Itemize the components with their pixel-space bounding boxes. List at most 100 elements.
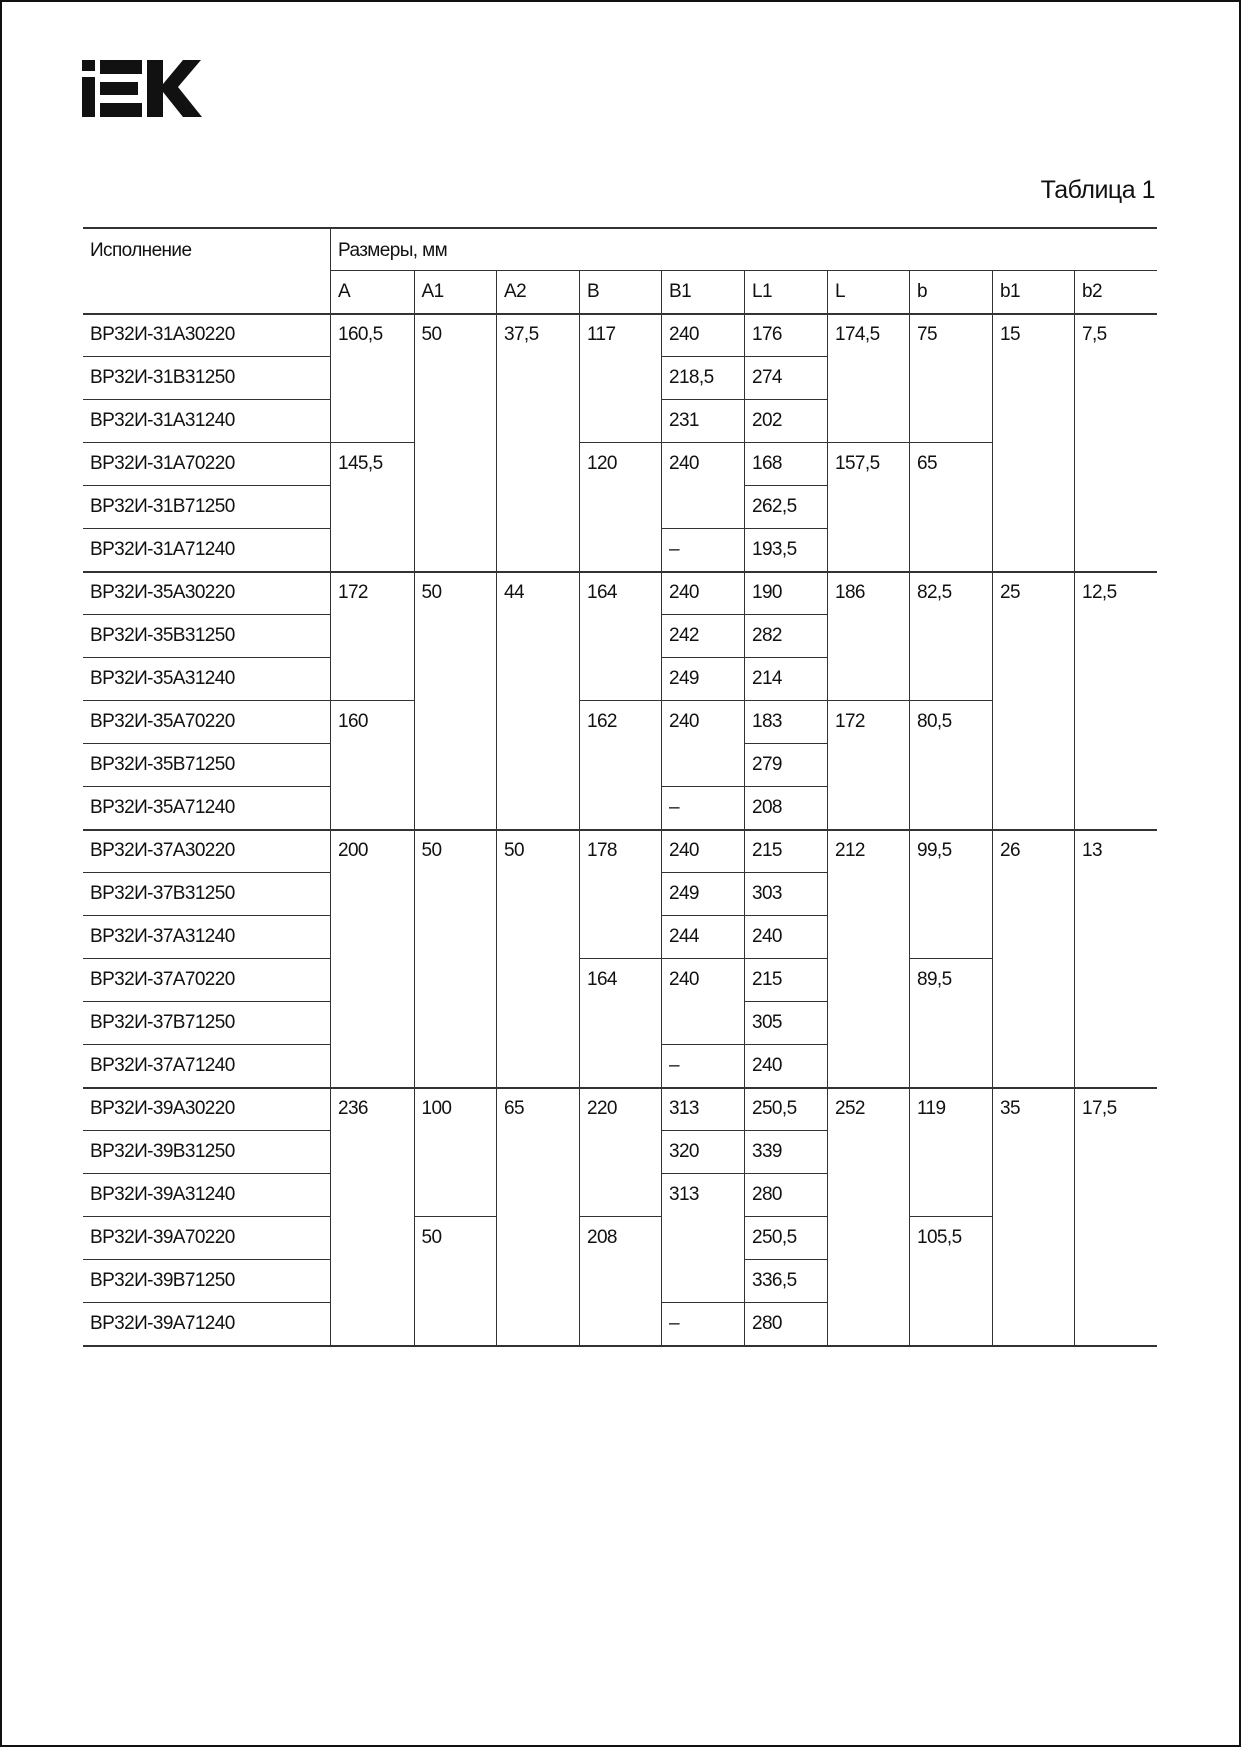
value-cell-B1: –	[661, 1045, 744, 1088]
value-cell-b: 75	[909, 314, 992, 443]
value-cell-L1: 280	[744, 1303, 827, 1346]
value-cell-L: 157,5	[827, 443, 909, 572]
value-cell-L1: 214	[744, 658, 827, 701]
value-cell-b1: 15	[992, 314, 1074, 572]
header-dimensions: Размеры, мм	[330, 228, 1157, 271]
value-cell-b: 80,5	[909, 701, 992, 830]
value-cell-B: 120	[579, 443, 661, 572]
value-cell-A2: 50	[496, 830, 579, 1088]
value-cell-B: 117	[579, 314, 661, 443]
header-col-B: B	[579, 271, 661, 314]
value-cell-b: 82,5	[909, 572, 992, 701]
value-cell-b: 89,5	[909, 959, 992, 1088]
value-cell-L1: 240	[744, 916, 827, 959]
value-cell-B1: –	[661, 787, 744, 830]
variant-cell: ВР32И-39В71250	[83, 1260, 330, 1303]
value-cell-L: 186	[827, 572, 909, 701]
rule-group	[83, 829, 1157, 831]
value-cell-L1: 208	[744, 787, 827, 830]
value-cell-B: 208	[579, 1217, 661, 1346]
variant-cell: ВР32И-31А31240	[83, 400, 330, 443]
value-cell-b2: 12,5	[1074, 572, 1157, 830]
value-cell-L1: 339	[744, 1131, 827, 1174]
variant-cell: ВР32И-39В31250	[83, 1131, 330, 1174]
variant-cell: ВР32И-37А31240	[83, 916, 330, 959]
value-cell-b: 65	[909, 443, 992, 572]
value-cell-L1: 250,5	[744, 1217, 827, 1260]
value-cell-A: 160,5	[330, 314, 414, 443]
variant-cell: ВР32И-37А71240	[83, 1045, 330, 1088]
value-cell-L1: 215	[744, 959, 827, 1002]
variant-cell: ВР32И-37В31250	[83, 873, 330, 916]
value-cell-B: 220	[579, 1088, 661, 1217]
value-cell-b1: 26	[992, 830, 1074, 1088]
header-col-A1: A1	[413, 271, 496, 314]
value-cell-A1: 50	[413, 572, 496, 830]
value-cell-A: 160	[330, 701, 414, 830]
variant-cell: ВР32И-39А30220	[83, 1088, 330, 1131]
variant-cell: ВР32И-37А70220	[83, 959, 330, 1002]
iek-logo	[82, 60, 202, 117]
value-cell-b2: 17,5	[1074, 1088, 1157, 1346]
value-cell-B1: 231	[661, 400, 744, 443]
value-cell-B1: 313	[661, 1088, 744, 1131]
value-cell-b1: 25	[992, 572, 1074, 830]
value-cell-A: 172	[330, 572, 414, 701]
value-cell-L: 252	[827, 1088, 909, 1346]
value-cell-L1: 262,5	[744, 486, 827, 529]
value-cell-B1: 240	[661, 443, 744, 529]
value-cell-b: 99,5	[909, 830, 992, 959]
value-cell-L1: 279	[744, 744, 827, 787]
variant-cell: ВР32И-39А71240	[83, 1303, 330, 1346]
value-cell-A: 200	[330, 830, 414, 1088]
value-cell-L1: 303	[744, 873, 827, 916]
value-cell-b: 105,5	[909, 1217, 992, 1346]
value-cell-B1: 240	[661, 830, 744, 873]
value-cell-A1: 50	[413, 830, 496, 1088]
value-cell-L1: 176	[744, 314, 827, 357]
value-cell-L1: 336,5	[744, 1260, 827, 1303]
value-cell-B: 164	[579, 572, 661, 701]
value-cell-B1: –	[661, 1303, 744, 1346]
variant-cell: ВР32И-37В71250	[83, 1002, 330, 1045]
value-cell-L: 212	[827, 830, 909, 1088]
rule-group	[83, 1345, 1157, 1347]
variant-cell: ВР32И-35А31240	[83, 658, 330, 701]
rule-header	[83, 313, 1157, 315]
table-title: Таблица 1	[1040, 176, 1156, 204]
header-col-L1: L1	[744, 271, 827, 314]
variant-cell: ВР32И-35В31250	[83, 615, 330, 658]
value-cell-L: 172	[827, 701, 909, 830]
variant-cell: ВР32И-31А70220	[83, 443, 330, 486]
value-cell-L1: 215	[744, 830, 827, 873]
value-cell-B1: 242	[661, 615, 744, 658]
header-col-A2: A2	[496, 271, 579, 314]
value-cell-b2: 7,5	[1074, 314, 1157, 572]
value-cell-B1: 249	[661, 658, 744, 701]
value-cell-L1: 183	[744, 701, 827, 744]
variant-cell: ВР32И-35А30220	[83, 572, 330, 615]
header-col-b: b	[909, 271, 992, 314]
value-cell-A1: 50	[413, 314, 496, 572]
variant-cell: ВР32И-35А70220	[83, 701, 330, 744]
value-cell-b1: 35	[992, 1088, 1074, 1346]
value-cell-L1: 250,5	[744, 1088, 827, 1131]
value-cell-B1: 240	[661, 959, 744, 1045]
variant-cell: ВР32И-39А70220	[83, 1217, 330, 1260]
value-cell-A: 145,5	[330, 443, 414, 572]
header-col-A: A	[330, 271, 414, 314]
value-cell-L: 174,5	[827, 314, 909, 443]
header-col-b1: b1	[992, 271, 1074, 314]
variant-cell: ВР32И-31А30220	[83, 314, 330, 357]
variant-cell: ВР32И-31А71240	[83, 529, 330, 572]
value-cell-B1: –	[661, 529, 744, 572]
variant-cell: ВР32И-35В71250	[83, 744, 330, 787]
value-cell-B: 164	[579, 959, 661, 1088]
value-cell-L1: 190	[744, 572, 827, 615]
value-cell-L1: 305	[744, 1002, 827, 1045]
value-cell-B1: 240	[661, 572, 744, 615]
value-cell-b: 119	[909, 1088, 992, 1217]
header-col-b2: b2	[1074, 271, 1157, 314]
value-cell-B: 162	[579, 701, 661, 830]
